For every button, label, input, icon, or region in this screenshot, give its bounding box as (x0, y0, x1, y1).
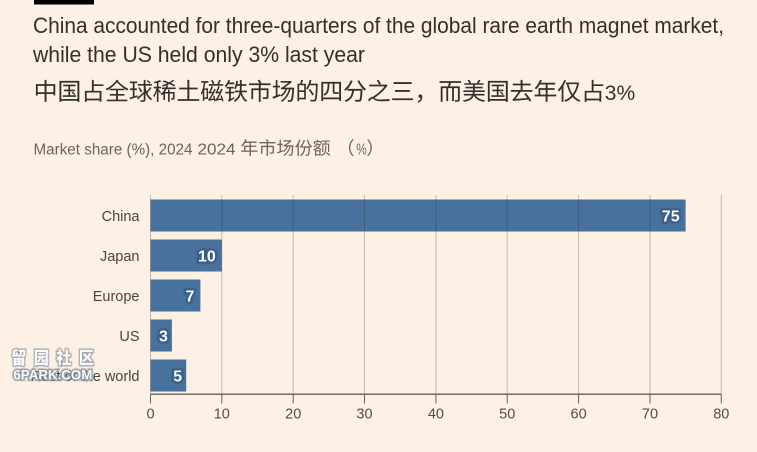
svg-text:10: 10 (198, 248, 216, 265)
svg-text:Rest of the world: Rest of the world (31, 369, 140, 385)
svg-text:75: 75 (662, 208, 680, 225)
svg-text:80: 80 (713, 407, 729, 423)
svg-text:0: 0 (146, 407, 154, 423)
svg-text:while the US held only 3% last: while the US held only 3% last year (32, 42, 365, 67)
svg-text:7: 7 (185, 288, 194, 305)
svg-text:10: 10 (198, 248, 216, 265)
svg-text:5: 5 (173, 368, 182, 385)
svg-text:5: 5 (173, 368, 182, 385)
svg-text:10: 10 (214, 407, 230, 423)
svg-text:China: China (102, 209, 141, 225)
svg-text:China accounted for three-quar: China accounted for three-quarters of th… (33, 13, 724, 38)
svg-text:30: 30 (356, 407, 372, 423)
svg-text:%: % (356, 142, 367, 159)
svg-text:50: 50 (499, 407, 515, 423)
svg-text:Europe: Europe (93, 289, 140, 305)
svg-text:70: 70 (642, 407, 658, 423)
svg-text:2024: 2024 (198, 142, 236, 159)
svg-text:Japan: Japan (100, 249, 140, 265)
svg-text:3: 3 (159, 328, 168, 345)
svg-text:60: 60 (571, 407, 587, 423)
svg-text:6PARK.COM: 6PARK.COM (13, 367, 92, 382)
svg-text:3: 3 (159, 328, 168, 345)
svg-text:20: 20 (285, 407, 301, 423)
svg-text:6PARK.COM: 6PARK.COM (13, 367, 92, 382)
svg-text:75: 75 (662, 208, 680, 225)
svg-text:3%: 3% (605, 82, 635, 105)
svg-text:7: 7 (185, 288, 194, 305)
svg-text:40: 40 (428, 407, 444, 423)
svg-text:Market share (%), 2024: Market share (%), 2024 (34, 142, 193, 159)
svg-text:US: US (119, 329, 139, 345)
